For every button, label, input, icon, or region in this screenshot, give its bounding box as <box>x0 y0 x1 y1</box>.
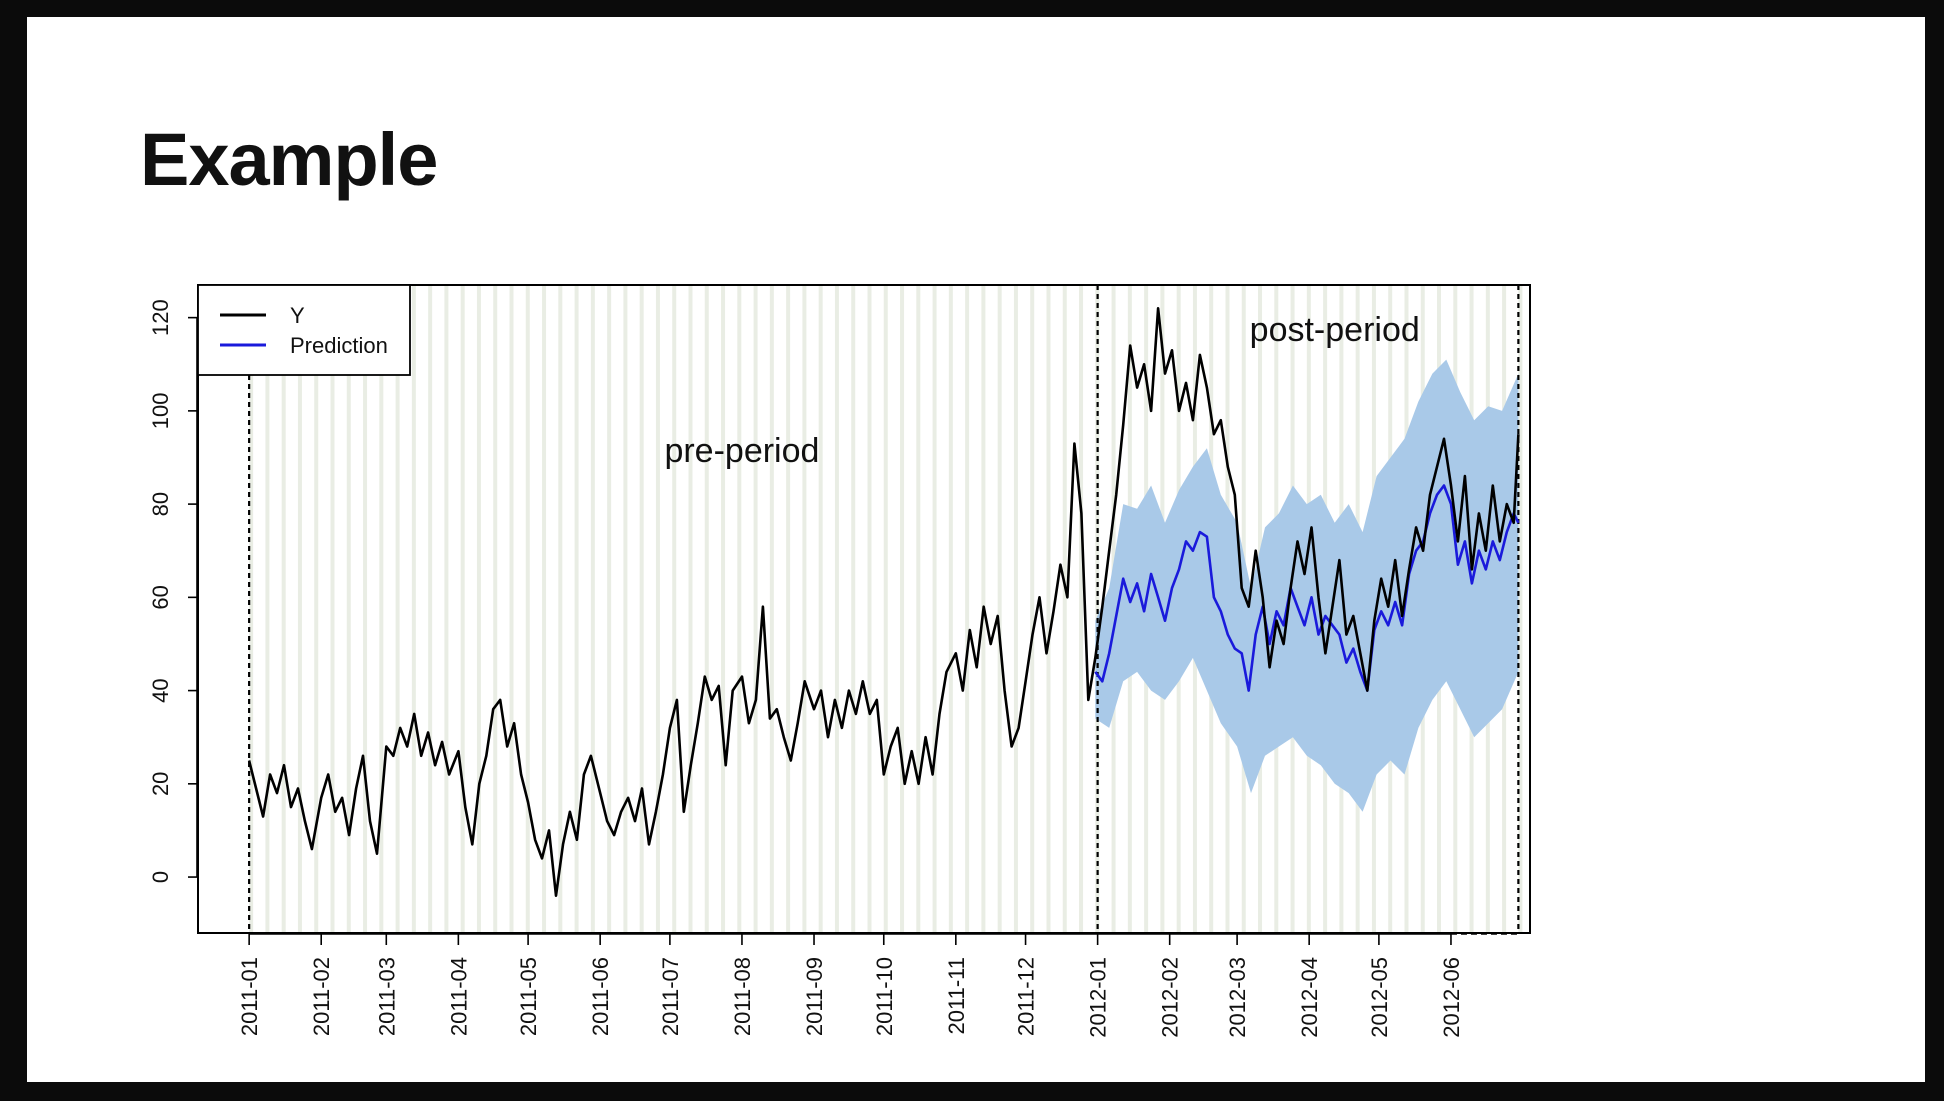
y-series-line <box>247 307 1520 897</box>
grid-band <box>655 285 660 933</box>
x-tick-label: 2012-02 <box>1158 957 1183 1038</box>
prediction-series-line <box>1094 484 1520 692</box>
grid-band <box>623 285 628 933</box>
x-tick-label: 2011-11 <box>944 957 969 1034</box>
slide-title: Example <box>140 118 438 201</box>
grid-band <box>428 285 433 933</box>
grid-band <box>688 285 693 933</box>
grid-band <box>363 285 368 933</box>
grid-band <box>574 285 579 933</box>
grid-band <box>802 285 807 933</box>
grid-band <box>476 285 481 933</box>
grid-band <box>997 285 1002 933</box>
period-annotation: pre-period <box>664 432 819 470</box>
grid-band <box>1518 285 1523 933</box>
grid-band <box>590 285 595 933</box>
y-tick-label: 120 <box>148 299 173 336</box>
x-tick-label: 2012-03 <box>1225 957 1250 1038</box>
x-tick-label: 2012-05 <box>1367 957 1392 1038</box>
y-tick-label: 100 <box>148 393 173 430</box>
grid-band <box>672 285 677 933</box>
prediction-interval-band <box>1095 359 1519 812</box>
grid-band <box>834 285 839 933</box>
grid-band <box>786 285 791 933</box>
grid-band <box>639 285 644 933</box>
grid-band <box>932 285 937 933</box>
legend-label: Prediction <box>290 333 388 358</box>
grid-band <box>1062 285 1067 933</box>
x-tick-label: 2011-10 <box>872 957 897 1036</box>
grid-band <box>395 285 400 933</box>
grid-band <box>721 285 726 933</box>
legend-box <box>197 284 411 376</box>
x-tick-label: 2011-08 <box>730 957 755 1036</box>
grid-band <box>704 285 709 933</box>
grid-band <box>509 285 514 933</box>
x-tick-label: 2011-04 <box>446 957 471 1036</box>
x-tick-label: 2012-04 <box>1297 957 1322 1038</box>
plot-border <box>197 284 1531 934</box>
x-tick-label: 2011-07 <box>658 957 683 1036</box>
x-tick-label: 2012-01 <box>1086 957 1111 1038</box>
legend-label: Y <box>290 303 305 328</box>
grid-band <box>411 285 416 933</box>
grid-band <box>525 285 530 933</box>
grid-band <box>1013 285 1018 933</box>
x-tick-label: 2011-09 <box>802 957 827 1036</box>
grid-band <box>851 285 856 933</box>
grid-band <box>900 285 905 933</box>
grid-band <box>542 285 547 933</box>
y-tick-label: 40 <box>148 678 173 702</box>
grid-band <box>737 285 742 933</box>
x-tick-label: 2011-05 <box>516 957 541 1036</box>
y-tick-label: 60 <box>148 585 173 609</box>
grid-band <box>1079 285 1084 933</box>
grid-band <box>753 285 758 933</box>
grid-band <box>330 285 335 933</box>
grid-band <box>379 285 384 933</box>
period-annotation: post-period <box>1250 311 1420 349</box>
grid-band <box>281 285 286 933</box>
grid-band <box>444 285 449 933</box>
grid-band <box>297 285 302 933</box>
grid-band <box>769 285 774 933</box>
grid-band <box>948 285 953 933</box>
x-tick-label: 2012-06 <box>1439 957 1464 1038</box>
grid-band <box>314 285 319 933</box>
x-tick-label: 2011-01 <box>237 957 262 1036</box>
x-tick-label: 2011-06 <box>588 957 613 1036</box>
x-tick-label: 2011-12 <box>1014 957 1039 1036</box>
grid-band <box>265 285 270 933</box>
grid-band <box>818 285 823 933</box>
y-tick-label: 0 <box>148 871 173 883</box>
x-tick-label: 2011-02 <box>309 957 334 1036</box>
grid-band <box>493 285 498 933</box>
grid-band <box>883 285 888 933</box>
grid-band <box>607 285 612 933</box>
grid-band <box>965 285 970 933</box>
grid-band <box>1030 285 1035 933</box>
grid-band <box>916 285 921 933</box>
grid-band <box>249 285 254 933</box>
grid-band <box>558 285 563 933</box>
y-tick-label: 20 <box>148 772 173 796</box>
grid-band <box>460 285 465 933</box>
grid-band <box>346 285 351 933</box>
x-tick-label: 2011-03 <box>374 957 399 1036</box>
y-tick-label: 80 <box>148 492 173 516</box>
grid-band <box>1046 285 1051 933</box>
grid-band <box>867 285 872 933</box>
